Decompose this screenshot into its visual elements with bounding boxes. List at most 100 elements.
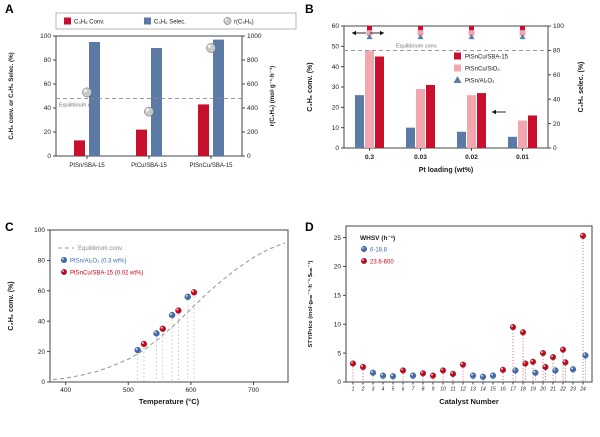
data-point <box>159 325 166 333</box>
y-axis-label-right: C₃H₆ selec. (%) <box>578 62 585 113</box>
x-tick-label: 500 <box>123 387 134 394</box>
bar-selectivity <box>89 42 100 156</box>
plot-frame <box>343 25 549 149</box>
bar-0 <box>508 136 517 148</box>
data-point <box>140 340 148 348</box>
data-point <box>429 372 437 379</box>
data-point <box>579 232 587 239</box>
y-axis-label: STY/Price (mol·gₙₘ⁻¹·h⁻¹·$ₙₘ⁻¹) <box>307 260 314 347</box>
tick-label: 40 <box>38 318 46 325</box>
x-tick-label: 21 <box>549 387 556 393</box>
bar-0 <box>406 127 415 148</box>
arrow-icon <box>352 30 366 36</box>
bar-selectivity <box>151 48 162 156</box>
data-point <box>539 349 547 357</box>
data-point <box>359 363 367 371</box>
y-axis-label-left: C₃H₈ conv. (%) <box>307 62 314 111</box>
selectivity-marker <box>520 25 525 31</box>
plot-frame <box>49 229 289 383</box>
bar-1 <box>365 50 374 148</box>
rate-point <box>144 106 154 117</box>
x-tick-label: 12 <box>460 387 466 393</box>
legend-label: 6-18.8 <box>370 247 388 253</box>
data-point <box>190 289 198 296</box>
data-point <box>499 366 507 374</box>
x-tick-label: PtSnCu/SBA-15 <box>189 163 233 169</box>
bar-2 <box>426 84 435 148</box>
x-tick-label: 9 <box>432 387 435 393</box>
selectivity-marker <box>367 25 372 31</box>
tick-label: 100 <box>553 23 564 30</box>
data-point <box>582 352 589 359</box>
legend-box <box>55 12 297 30</box>
x-tick-label: 13 <box>470 387 476 393</box>
x-tick-label: 23 <box>569 387 576 393</box>
panel-d-label: D <box>305 220 314 234</box>
data-point <box>409 372 417 379</box>
tick-label: 60 <box>38 288 46 295</box>
tick-label: 20 <box>332 105 340 112</box>
arrow-icon <box>492 109 506 115</box>
data-point <box>175 307 182 314</box>
data-point <box>439 367 447 374</box>
legend-marker <box>60 256 68 264</box>
equilibrium-curve <box>53 242 286 381</box>
panel-d: D 0 5 10 15 20 25 1 2 3 4 5 6 7 8 9 10 11 12 13 14 15 16 17 18 1… <box>300 218 600 437</box>
bar-selectivity <box>213 39 224 156</box>
bar-2 <box>375 56 384 148</box>
tick-label: 600 <box>247 81 258 88</box>
equilibrium-label: Equilibrium conv. <box>396 43 438 49</box>
data-point <box>509 323 517 331</box>
data-point <box>379 372 387 379</box>
x-tick-label: 600 <box>185 387 196 394</box>
data-point <box>569 366 577 373</box>
data-point <box>449 370 457 378</box>
equilibrium-label: Equilibrium conv. <box>59 102 101 108</box>
y-axis-label-left: C₃H₈ conv. or C₃H₆ Selec. (%) <box>8 52 15 139</box>
bar-1 <box>416 89 425 148</box>
legend-label: 23.6-600 <box>370 259 394 265</box>
tick-label: 50 <box>332 44 340 51</box>
data-point <box>134 346 141 354</box>
tick-label: 200 <box>247 129 258 136</box>
x-tick-label: 3 <box>372 387 375 393</box>
data-point <box>419 370 427 377</box>
x-tick-label: 17 <box>510 387 516 393</box>
tick-label: 80 <box>38 258 46 265</box>
panel-c-label: C <box>5 220 14 234</box>
data-point <box>184 293 192 301</box>
tick-label: 0 <box>41 379 45 386</box>
x-tick-label: 11 <box>450 387 455 393</box>
data-point <box>469 372 477 379</box>
selectivity-marker <box>418 25 423 31</box>
tick-label: 10 <box>332 125 340 132</box>
tick-label: 800 <box>247 57 258 64</box>
x-tick-label: 2 <box>361 387 365 393</box>
panel-b-chart: 0 10 20 30 40 50 60 0 20 40 60 80 100 0.3 0.03 0.02 0.01… <box>307 23 585 174</box>
tick-label: 60 <box>553 72 561 79</box>
legend-marker <box>60 268 68 276</box>
data-point <box>489 372 497 379</box>
legend-marker <box>454 64 461 72</box>
data-point <box>542 363 549 371</box>
panel-b: B 0 10 20 30 40 50 60 0 20 40 60 80 100 0.3 0.03 0.02 0.… <box>300 0 600 218</box>
x-tick-label: 400 <box>60 387 71 394</box>
legend-marker <box>64 17 71 25</box>
bar-conversion <box>136 129 147 156</box>
selectivity-marker <box>417 33 424 40</box>
tick-label: 0 <box>553 145 557 152</box>
x-tick-label: 7 <box>412 387 415 393</box>
panel-b-label: B <box>305 2 314 16</box>
selectivity-marker <box>366 33 373 40</box>
data-point <box>532 369 539 376</box>
x-tick-label: 0.01 <box>516 154 529 161</box>
tick-label: 10 <box>334 321 342 328</box>
bar-0 <box>355 95 364 148</box>
panel-c-chart: 0 20 40 60 80 100 400 500 600 700 Equilibrium conv… <box>8 227 289 406</box>
legend-label: Equilibrium conv. <box>78 246 124 252</box>
legend-marker <box>144 17 151 25</box>
legend-marker <box>453 76 462 83</box>
x-tick-label: 5 <box>392 387 395 393</box>
data-point <box>549 354 557 361</box>
